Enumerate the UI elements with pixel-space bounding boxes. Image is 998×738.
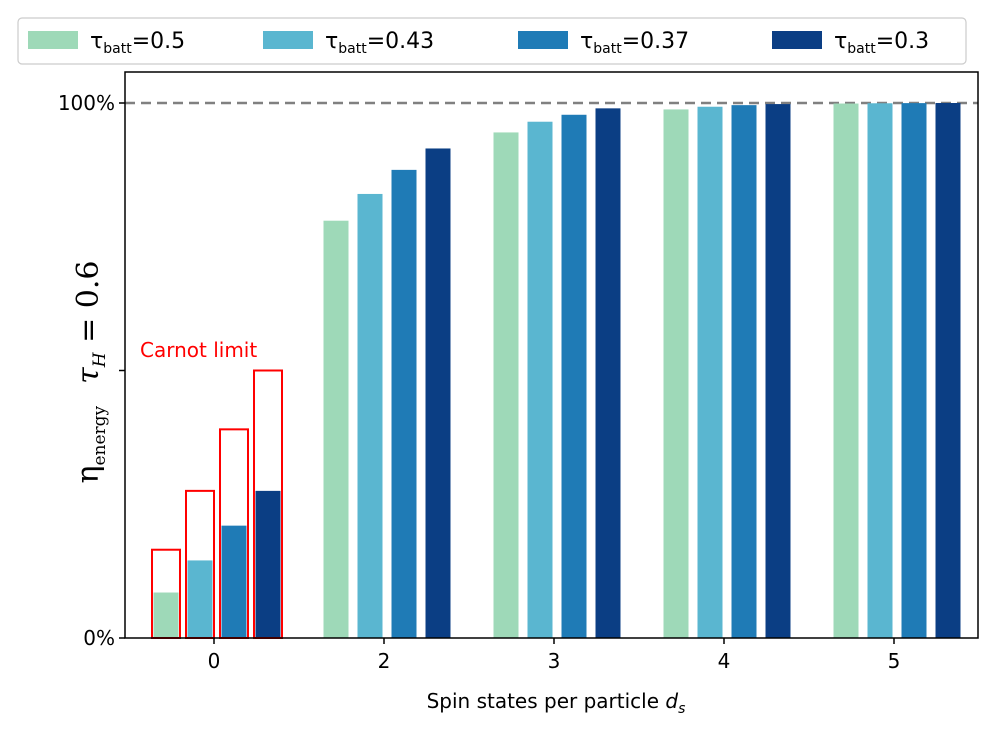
bar-4-series-2 <box>697 106 723 639</box>
x-tick-label-0: 0 <box>208 649 221 673</box>
legend-item-2: τbatt=0.43 <box>263 29 434 57</box>
bar-3-series-2 <box>527 121 553 639</box>
bar-3-series-4 <box>595 108 621 639</box>
bar-2-series-3 <box>391 169 417 638</box>
bar-2-series-2 <box>357 193 383 638</box>
bar-5-series-1 <box>833 103 859 638</box>
bar-4-series-1 <box>663 109 689 639</box>
axes-frame <box>124 71 979 639</box>
bar-0-series-1 <box>153 592 179 638</box>
legend-swatch-4 <box>772 31 822 49</box>
bar-0-series-2 <box>187 560 213 638</box>
carnot-limit-annotation: Carnot limit <box>140 338 257 362</box>
bar-5-series-4 <box>935 103 961 638</box>
bar-4-series-3 <box>731 105 757 638</box>
legend-label-2: τbatt=0.43 <box>325 29 434 57</box>
bar-0-series-3 <box>221 525 247 638</box>
y-tick-label-100: 100% <box>58 91 115 115</box>
bar-2-series-4 <box>425 148 451 638</box>
y-tick-label-0: 0% <box>83 626 115 650</box>
legend-swatch-3 <box>518 31 568 49</box>
bar-3-series-1 <box>493 132 519 639</box>
legend-label-1: τbatt=0.5 <box>90 29 185 57</box>
legend-item-4: τbatt=0.3 <box>772 29 929 57</box>
bar-4-series-4 <box>765 104 791 638</box>
bar-0-series-4 <box>255 490 281 638</box>
legend: τbatt=0.5 τbatt=0.43 τbatt=0.37 τbatt=0.3 <box>17 17 967 65</box>
x-tick-label-5: 5 <box>888 649 901 673</box>
legend-swatch-1 <box>28 31 78 49</box>
x-tick-label-3: 3 <box>548 649 561 673</box>
bar-2-series-1 <box>323 220 349 638</box>
legend-label-4: τbatt=0.3 <box>834 29 929 57</box>
legend-swatch-2 <box>263 31 313 49</box>
legend-item-3: τbatt=0.37 <box>518 29 689 57</box>
legend-label-3: τbatt=0.37 <box>580 29 689 57</box>
x-tick-label-2: 2 <box>378 649 391 673</box>
bar-3-series-3 <box>561 114 587 638</box>
plot-area: 0% 100% 0 2 3 4 5 <box>58 71 979 673</box>
legend-item-1: τbatt=0.5 <box>28 29 185 57</box>
bar-5-series-3 <box>901 103 927 639</box>
x-axis-label: Spin states per particle ds <box>427 689 686 717</box>
bar-5-series-2 <box>867 103 893 638</box>
y-axis-label: ηenergyτH = 0.6 <box>71 260 110 483</box>
x-tick-label-4: 4 <box>718 649 731 673</box>
